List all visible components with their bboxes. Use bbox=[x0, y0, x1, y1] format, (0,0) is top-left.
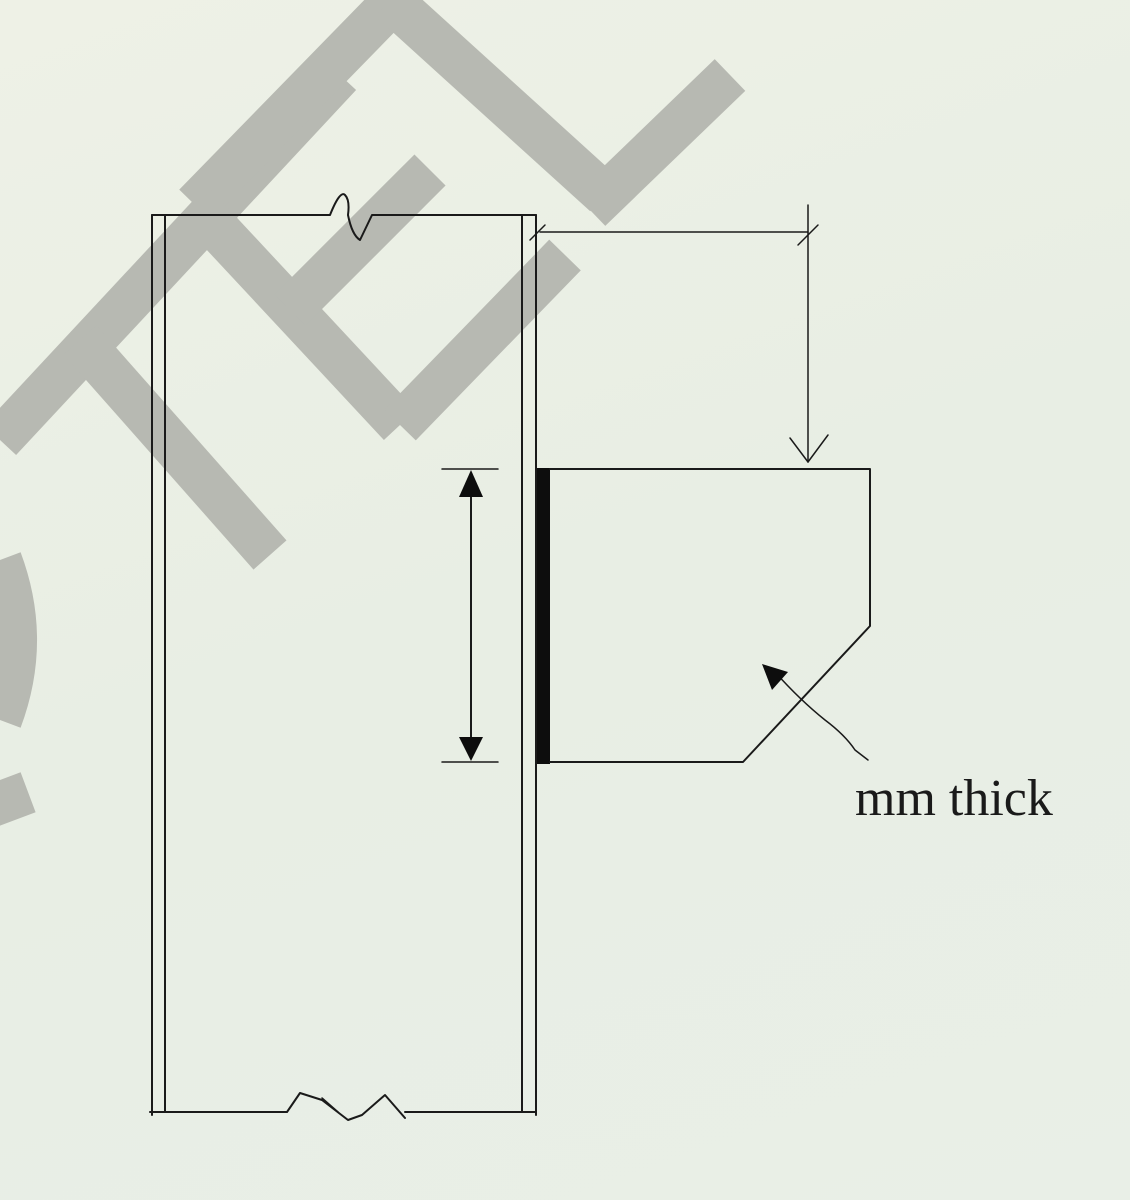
watermark-letter-l-stem bbox=[375, 0, 620, 212]
watermark bbox=[0, 0, 746, 826]
watermark-letter-s bbox=[0, 552, 37, 728]
top-offset-dimension bbox=[529, 204, 829, 463]
dimension-tick-top bbox=[797, 224, 819, 246]
column-bottom-break-line bbox=[149, 1092, 406, 1121]
watermark-letter-e-bottom bbox=[384, 239, 581, 441]
watermark-letter-t-stem bbox=[63, 325, 287, 570]
column-top-break-line bbox=[151, 193, 537, 241]
column bbox=[149, 193, 537, 1121]
leader-arrow-icon bbox=[762, 664, 788, 690]
thickness-label: mm thick bbox=[855, 770, 1053, 827]
dimension-arrow-down-icon bbox=[459, 737, 483, 761]
dimension-arrow-up-icon bbox=[459, 470, 483, 497]
fin-plate-outline bbox=[549, 468, 871, 763]
leader-line bbox=[774, 671, 869, 761]
thickness-leader bbox=[762, 664, 869, 761]
column-bottom-break-tick bbox=[321, 1097, 339, 1113]
dimension-tick-left bbox=[529, 224, 546, 241]
weld-line bbox=[537, 468, 550, 764]
watermark-letter-s-tail bbox=[0, 772, 36, 826]
watermark-letter-e-top bbox=[179, 0, 411, 221]
watermark-letter-l-foot bbox=[574, 59, 746, 226]
plate-depth-dimension bbox=[441, 468, 499, 763]
dimension-arrowhead-icon bbox=[789, 434, 829, 463]
